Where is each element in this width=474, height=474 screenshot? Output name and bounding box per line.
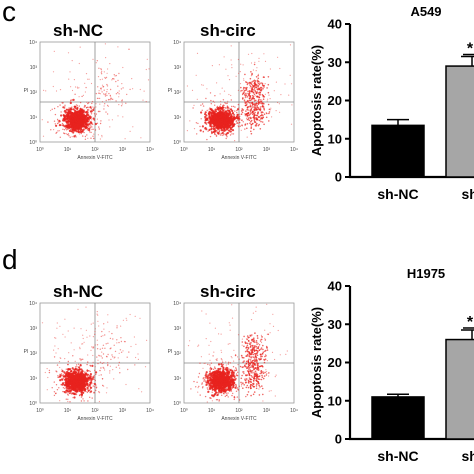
flow-y-tick-label: 10⁰ — [173, 401, 181, 407]
flow-y-tick-label: 10¹ — [174, 115, 182, 121]
flow-x-tick-label: 10¹ — [208, 408, 216, 414]
bar-0 — [371, 396, 425, 440]
flow-y-tick-label: 10⁰ — [173, 140, 181, 146]
flow-x-axis-label: Annexin V-FITC — [221, 416, 257, 422]
bar-category-label-0: sh-NC — [377, 448, 418, 464]
flow-y-tick-label: 10² — [174, 90, 182, 96]
flow-x-tick-label: 10¹ — [64, 408, 72, 414]
apoptosis-bar-chart-c: A549 0 10 20 30 40 Apoptosis rate(%) sh-NC sh- * — [309, 4, 474, 202]
flow-x-tick-label: 10² — [91, 147, 99, 153]
flow-y-axis-label: PI — [24, 349, 29, 355]
flow-y-tick-label: 10¹ — [30, 376, 38, 382]
flow-y-tick-label: 10³ — [174, 326, 182, 332]
panel-letter-c: c — [2, 0, 16, 27]
flow-x-tick-label: 10² — [235, 147, 243, 153]
flow-y-tick-label: 10³ — [30, 65, 38, 71]
event-dots — [187, 303, 288, 403]
bar-category-label-1: sh- — [462, 186, 474, 202]
flow-x-tick-label: 10⁰ — [36, 408, 44, 414]
flow-x-tick-label: 10³ — [263, 408, 271, 414]
flow-title-sh-nc-c: sh-NC — [53, 21, 104, 40]
event-dots — [41, 43, 150, 140]
flow-x-tick-label: 10³ — [263, 147, 271, 153]
flow-x-tick-label: 10³ — [119, 408, 127, 414]
flow-y-tick-label: 10⁴ — [173, 40, 181, 46]
bar-y-tick-label: 10 — [328, 393, 342, 408]
flow-y-tick-label: 10⁴ — [29, 40, 37, 46]
bar-y-tick-label: 10 — [328, 131, 342, 146]
flow-x-tick-label: 10⁰ — [180, 147, 188, 153]
bar-category-label-1: sh- — [462, 448, 474, 464]
flow-y-axis-label: PI — [168, 349, 173, 355]
event-dots — [186, 44, 293, 142]
flow-x-axis-label: Annexin V-FITC — [221, 155, 257, 161]
flow-y-axis-label: PI — [24, 88, 29, 94]
flow-x-axis-label: Annexin V-FITC — [77, 155, 113, 161]
flow-title-sh-circ-c: sh-circ — [200, 21, 256, 40]
flow-x-tick-label: 10⁴ — [290, 147, 298, 153]
flow-x-tick-label: 10⁰ — [180, 408, 188, 414]
flow-x-tick-label: 10⁴ — [146, 408, 154, 414]
flow-y-tick-label: 10² — [30, 90, 38, 96]
bar-chart-title: A549 — [410, 4, 441, 19]
bar-chart-title: H1975 — [407, 266, 445, 281]
flow-y-axis-label: PI — [168, 88, 173, 94]
flow-title-sh-circ-d: sh-circ — [200, 282, 256, 301]
bar-y-tick-label: 40 — [328, 279, 342, 294]
flow-x-tick-label: 10⁰ — [36, 147, 44, 153]
apoptosis-bar-chart-d: H1975 0 10 20 30 40 Apoptosis rate(%) sh-NC sh- * — [309, 266, 474, 464]
flow-y-tick-label: 10⁰ — [29, 401, 37, 407]
flow-x-tick-label: 10⁴ — [146, 147, 154, 153]
bar-1 — [445, 338, 474, 440]
panel-letter-d: d — [2, 244, 18, 275]
flow-x-tick-label: 10² — [91, 408, 99, 414]
bar-y-tick-label: 0 — [335, 432, 342, 447]
event-dots — [41, 306, 148, 403]
flow-y-tick-label: 10² — [30, 351, 38, 357]
significance-star: * — [467, 314, 474, 331]
bar-1 — [445, 65, 474, 178]
significance-star: * — [467, 41, 474, 58]
flow-x-tick-label: 10² — [235, 408, 243, 414]
flow-y-tick-label: 10³ — [174, 65, 182, 71]
flow-x-tick-label: 10⁴ — [290, 408, 298, 414]
flow-x-axis-label: Annexin V-FITC — [77, 416, 113, 422]
bar-0 — [371, 124, 425, 178]
bar-y-tick-label: 20 — [328, 93, 342, 108]
flow-title-sh-nc-d: sh-NC — [53, 282, 104, 301]
bar-y-tick-label: 30 — [328, 55, 342, 70]
flow-x-tick-label: 10¹ — [64, 147, 72, 153]
flow-x-tick-label: 10³ — [119, 147, 127, 153]
bar-y-axis-label: Apoptosis rate(%) — [309, 45, 324, 156]
bar-y-axis-label: Apoptosis rate(%) — [309, 307, 324, 418]
flow-y-tick-label: 10⁰ — [29, 140, 37, 146]
flow-y-tick-label: 10¹ — [30, 115, 38, 121]
flow-y-tick-label: 10⁴ — [29, 301, 37, 307]
bar-category-label-0: sh-NC — [377, 186, 418, 202]
flow-y-tick-label: 10¹ — [174, 376, 182, 382]
flow-y-tick-label: 10³ — [30, 326, 38, 332]
flow-x-tick-label: 10¹ — [208, 147, 216, 153]
flow-y-tick-label: 10² — [174, 351, 182, 357]
bar-y-tick-label: 20 — [328, 355, 342, 370]
bar-y-tick-label: 30 — [328, 317, 342, 332]
bar-y-tick-label: 0 — [335, 170, 342, 185]
bar-y-tick-label: 40 — [328, 17, 342, 32]
flow-y-tick-label: 10⁴ — [173, 301, 181, 307]
